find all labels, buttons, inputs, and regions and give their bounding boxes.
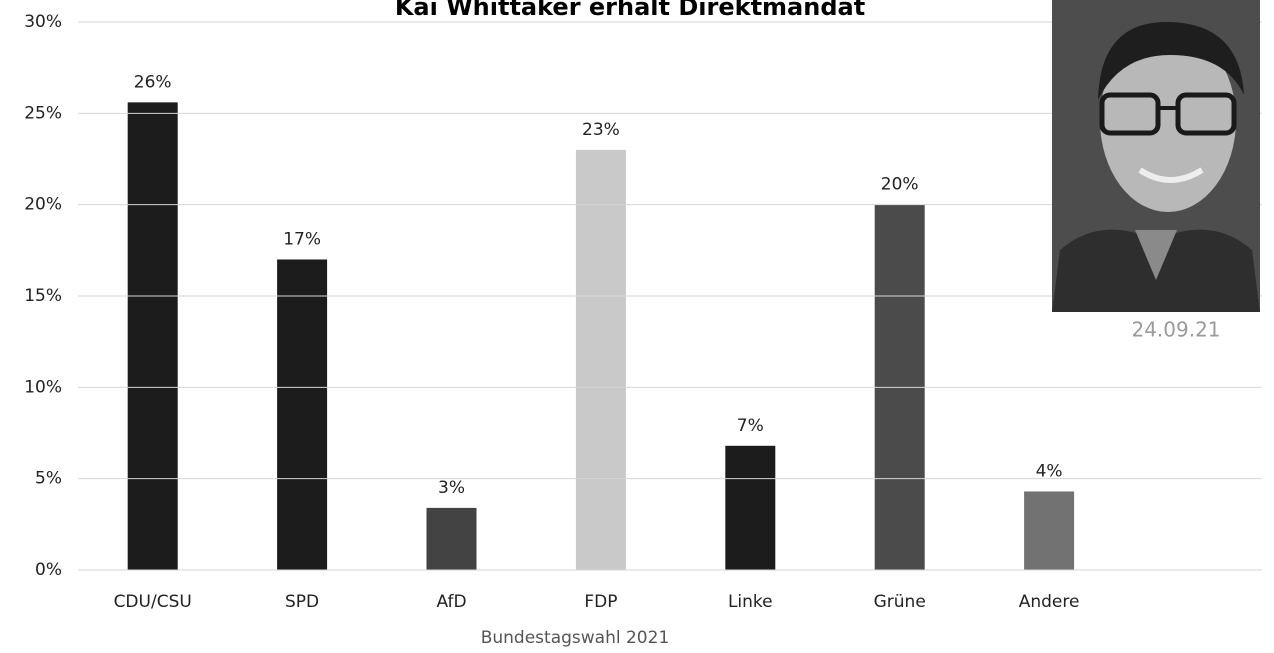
bar — [1024, 491, 1075, 570]
x-tick-label: Grüne — [874, 592, 926, 612]
x-tick-label: CDU/CSU — [114, 592, 192, 612]
value-label: 4% — [1036, 461, 1063, 481]
portrait — [1052, 0, 1260, 312]
y-tick-label: 20% — [24, 195, 62, 215]
value-label: 3% — [438, 478, 465, 498]
x-tick-label: FDP — [584, 592, 617, 612]
y-tick-label: 0% — [35, 560, 62, 580]
y-tick-label: 30% — [24, 12, 62, 32]
bar — [277, 259, 328, 570]
value-label: 20% — [881, 175, 919, 195]
y-tick-label: 15% — [24, 286, 62, 306]
value-label: 23% — [582, 120, 620, 140]
value-label: 7% — [737, 416, 764, 436]
date: 24.09.21 — [1131, 318, 1220, 342]
bar — [725, 445, 776, 570]
y-tick-label: 25% — [24, 103, 62, 123]
chart-title: Kai Whittaker erhält Direktmandat — [395, 0, 865, 21]
x-tick-label: AfD — [436, 592, 466, 612]
x-tick-label: Linke — [728, 592, 773, 612]
x-tick-label: Andere — [1019, 592, 1080, 612]
value-label: 17% — [283, 229, 321, 249]
x-tick-label: SPD — [285, 592, 319, 612]
bar — [127, 102, 178, 570]
y-tick-label: 10% — [24, 377, 62, 397]
bar — [426, 507, 477, 570]
bar — [575, 149, 626, 570]
x-axis-title: Bundestagswahl 2021 — [481, 628, 670, 648]
y-tick-label: 5% — [35, 469, 62, 489]
value-label: 26% — [134, 72, 172, 92]
